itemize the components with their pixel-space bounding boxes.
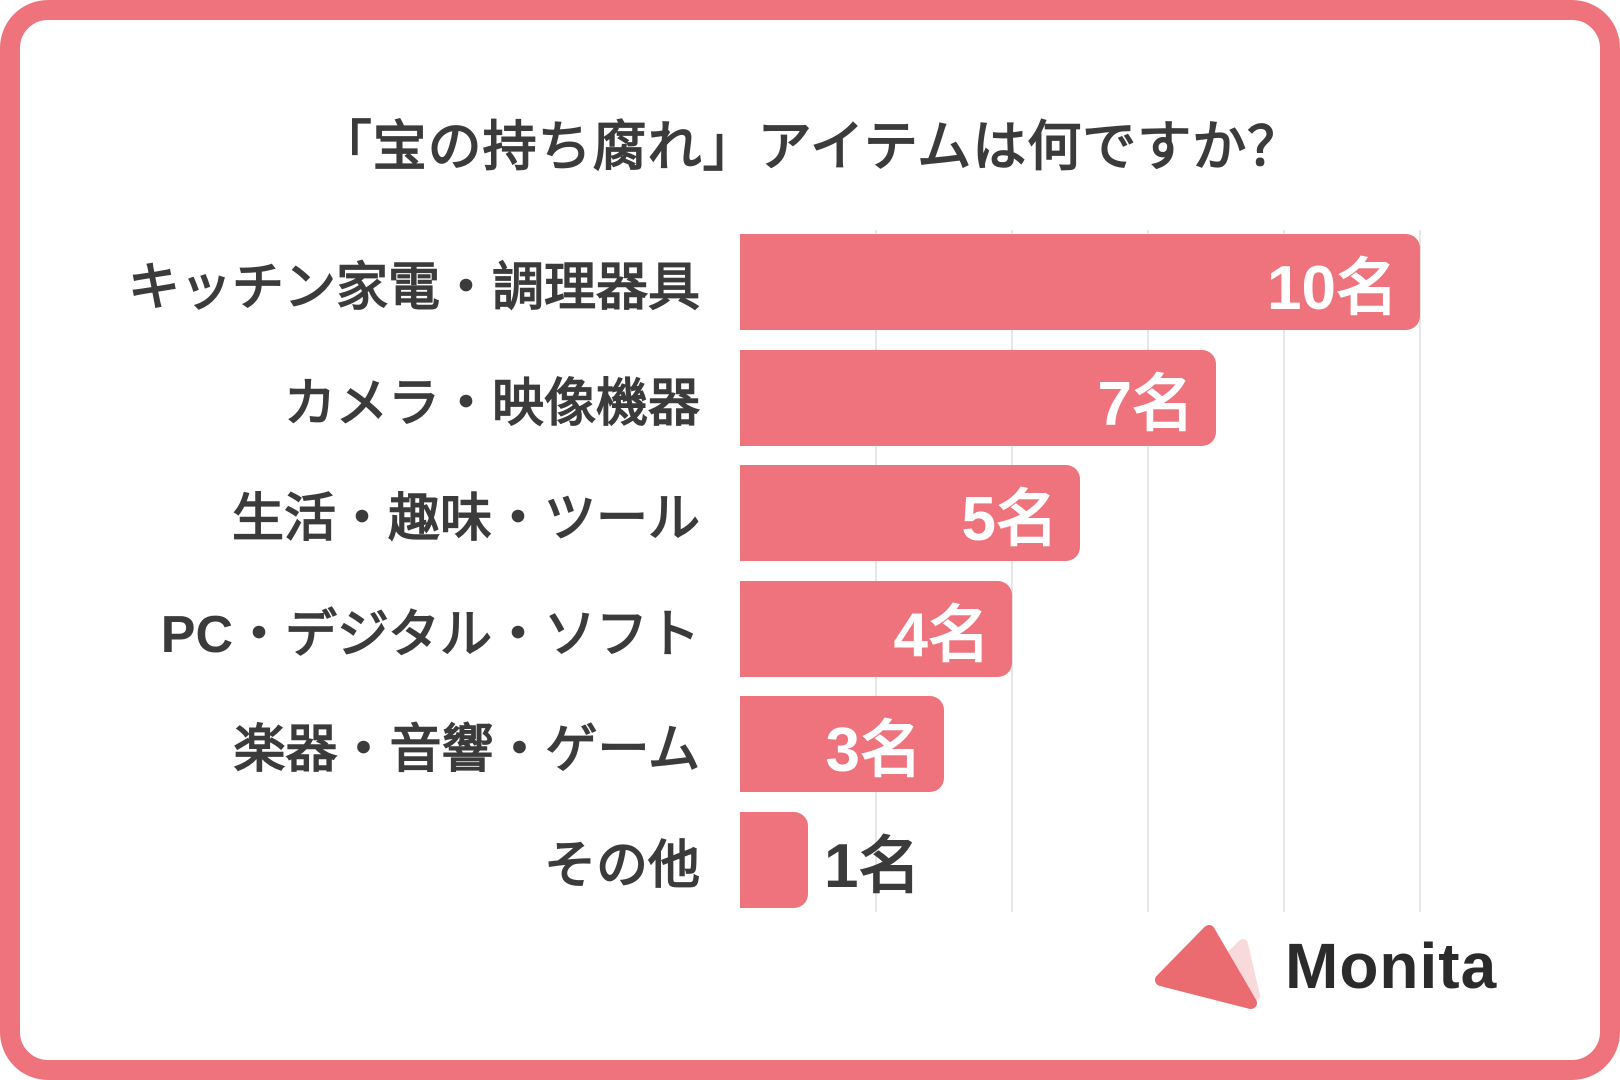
gridline-x-8 <box>1283 230 1285 912</box>
value-label: 4名 <box>893 601 990 670</box>
value-label: 3名 <box>825 716 922 785</box>
gridline-x-4 <box>1011 230 1013 912</box>
category-label: 楽器・音響・ゲーム <box>233 720 700 779</box>
value-label: 5名 <box>961 485 1058 554</box>
monita-logo: Monita <box>1150 918 1570 1014</box>
category-label: PC・デジタル・ソフト <box>160 605 700 664</box>
bar: 10名 <box>740 234 1420 330</box>
category-label: カメラ・映像機器 <box>283 374 700 433</box>
bar: 4名 <box>740 581 1012 677</box>
gridline-x-10 <box>1419 230 1421 912</box>
bar: 3名 <box>740 696 944 792</box>
value-label: 10名 <box>1267 254 1398 323</box>
value-label: 7名 <box>1097 370 1194 439</box>
bar: 5名 <box>740 465 1080 561</box>
category-label: その他 <box>543 836 700 895</box>
category-label: キッチン家電・調理器具 <box>127 258 700 317</box>
chart-title: 「宝の持ち腐れ」アイテムは何ですか？ <box>317 117 1303 177</box>
monita-logo-icon <box>1155 925 1260 1009</box>
gridline-x-6 <box>1147 230 1149 912</box>
bar: 7名 <box>740 350 1216 446</box>
value-label: 1名 <box>824 832 921 901</box>
category-label: 生活・趣味・ツール <box>231 489 700 548</box>
gridline-x-2 <box>875 230 877 912</box>
bar <box>740 812 808 908</box>
monita-logo-text: Monita <box>1285 930 1498 1002</box>
logo-triangle-main-icon <box>1155 925 1257 1009</box>
